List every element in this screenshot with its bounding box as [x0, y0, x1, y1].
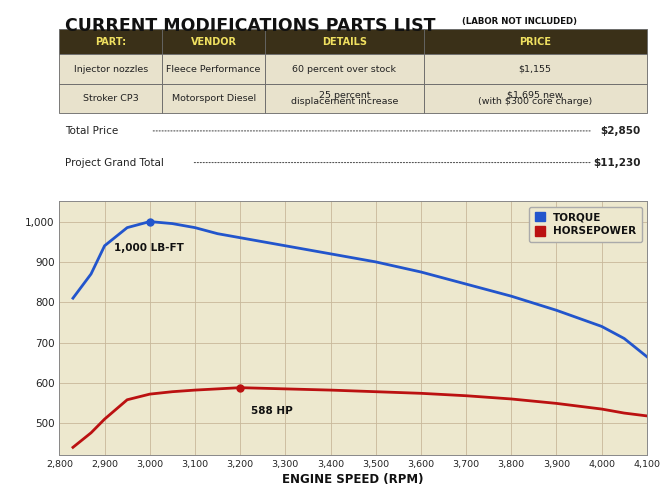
Bar [424, 29, 647, 54]
Bar [265, 84, 424, 113]
Bar [162, 29, 265, 54]
Text: 1,000 LB-FT: 1,000 LB-FT [114, 243, 183, 252]
Text: Stroker CP3: Stroker CP3 [83, 94, 139, 103]
Bar [162, 54, 265, 84]
Text: displacement increase: displacement increase [290, 98, 398, 106]
Text: Injector nozzles: Injector nozzles [74, 65, 148, 74]
Legend: TORQUE, HORSEPOWER: TORQUE, HORSEPOWER [529, 206, 642, 242]
Text: (with $300 core charge): (with $300 core charge) [478, 98, 592, 106]
Text: $11,230: $11,230 [593, 157, 641, 167]
Bar [265, 29, 424, 54]
Text: $1,155: $1,155 [519, 65, 552, 74]
Bar [59, 29, 162, 54]
Bar [265, 54, 424, 84]
Text: Total Price: Total Price [65, 126, 119, 136]
Bar [424, 54, 647, 84]
Text: PRICE: PRICE [519, 37, 551, 47]
Text: (LABOR NOT INCLUDED): (LABOR NOT INCLUDED) [462, 17, 577, 26]
Text: CURRENT MODIFICATIONS PARTS LIST: CURRENT MODIFICATIONS PARTS LIST [65, 17, 436, 35]
Text: 25 percent: 25 percent [319, 91, 370, 100]
Text: Fleece Performance: Fleece Performance [166, 65, 261, 74]
Text: 588 HP: 588 HP [251, 406, 293, 416]
Bar [162, 84, 265, 113]
Text: $1,695 new: $1,695 new [508, 91, 563, 100]
X-axis label: ENGINE SPEED (RPM): ENGINE SPEED (RPM) [282, 473, 424, 487]
Bar [59, 54, 162, 84]
Text: 60 percent over stock: 60 percent over stock [292, 65, 396, 74]
Text: PART:: PART: [95, 37, 126, 47]
Text: DETAILS: DETAILS [322, 37, 367, 47]
Text: $2,850: $2,850 [601, 126, 641, 136]
Text: Motorsport Diesel: Motorsport Diesel [172, 94, 255, 103]
Bar [424, 84, 647, 113]
Text: VENDOR: VENDOR [191, 37, 236, 47]
Text: Project Grand Total: Project Grand Total [65, 157, 164, 167]
Bar [59, 84, 162, 113]
